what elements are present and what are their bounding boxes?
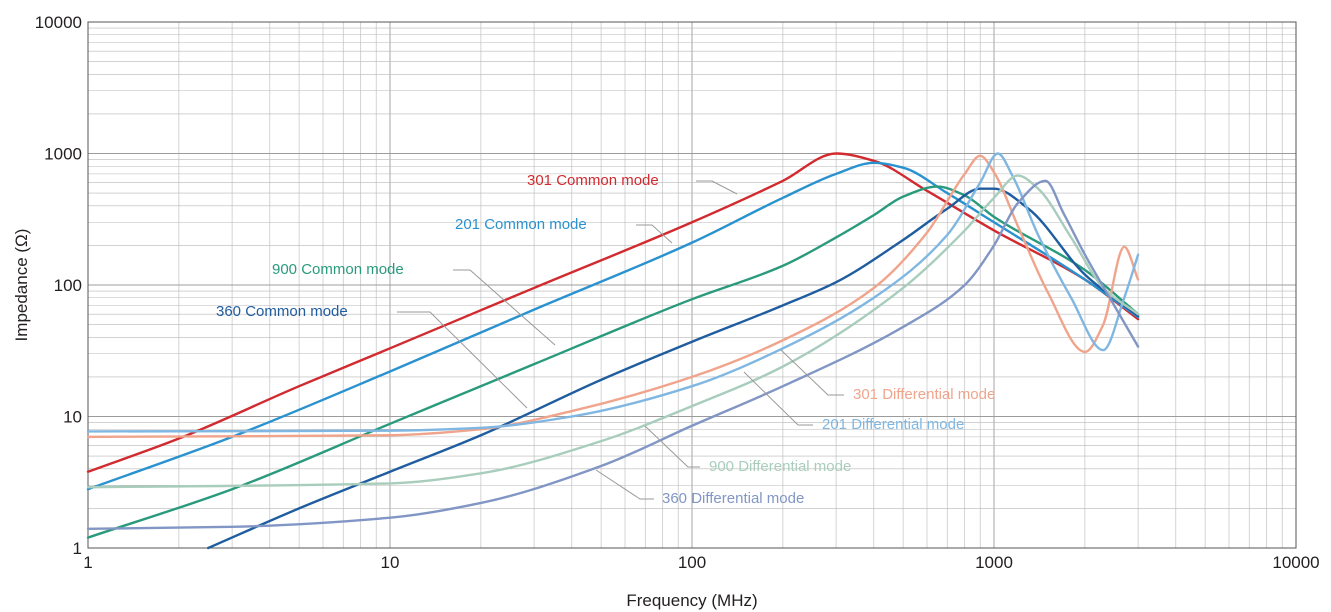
y-tick-label: 10 xyxy=(63,408,82,427)
series-labels: 301 Common mode 201 Common mode 900 Common… xyxy=(216,172,995,507)
label-leader-line xyxy=(397,311,528,409)
series-line xyxy=(86,185,1140,539)
series-line xyxy=(86,154,1140,439)
series-label: 360 Differential mode xyxy=(662,490,804,507)
y-tick-label: 1 xyxy=(73,539,82,558)
series-label: 301 Differential mode xyxy=(853,386,995,403)
x-tick-label: 10000 xyxy=(1272,553,1319,572)
series-label: 201 Common mode xyxy=(455,216,587,233)
series-line xyxy=(86,161,1140,491)
label-leader-line xyxy=(644,425,700,468)
series-line xyxy=(86,152,1140,473)
label-leader-line xyxy=(743,371,813,426)
series-label: 900 Common mode xyxy=(272,261,404,278)
label-leader-line xyxy=(636,224,673,244)
x-axis-title: Frequency (MHz) xyxy=(626,591,757,610)
series-line xyxy=(86,174,1140,489)
series-label: 201 Differential mode xyxy=(822,416,964,433)
label-leader-line xyxy=(696,180,738,195)
label-leader-line xyxy=(780,349,844,396)
series-label: 900 Differential mode xyxy=(709,458,851,475)
series-line xyxy=(86,179,1140,530)
y-axis-title: Impedance (Ω) xyxy=(12,229,31,342)
plot-grid xyxy=(87,22,1296,549)
series-line xyxy=(86,152,1140,433)
series-label: 360 Common mode xyxy=(216,303,348,320)
x-tick-label: 100 xyxy=(678,553,706,572)
y-tick-label: 10000 xyxy=(35,13,82,32)
x-tick-label: 10 xyxy=(381,553,400,572)
plot-frame xyxy=(87,21,1297,549)
y-tick-label: 1000 xyxy=(44,145,82,164)
series-lines xyxy=(86,152,1140,550)
x-tick-label: 1 xyxy=(83,553,92,572)
x-tick-label: 1000 xyxy=(975,553,1013,572)
label-leader-line xyxy=(453,269,556,346)
label-leader-line xyxy=(595,469,654,500)
y-tick-label: 100 xyxy=(54,276,82,295)
plot-axes: 1 10 100 1000 10000 1 10 100 1000 10000 xyxy=(35,13,1320,572)
series-label: 301 Common mode xyxy=(527,172,659,189)
